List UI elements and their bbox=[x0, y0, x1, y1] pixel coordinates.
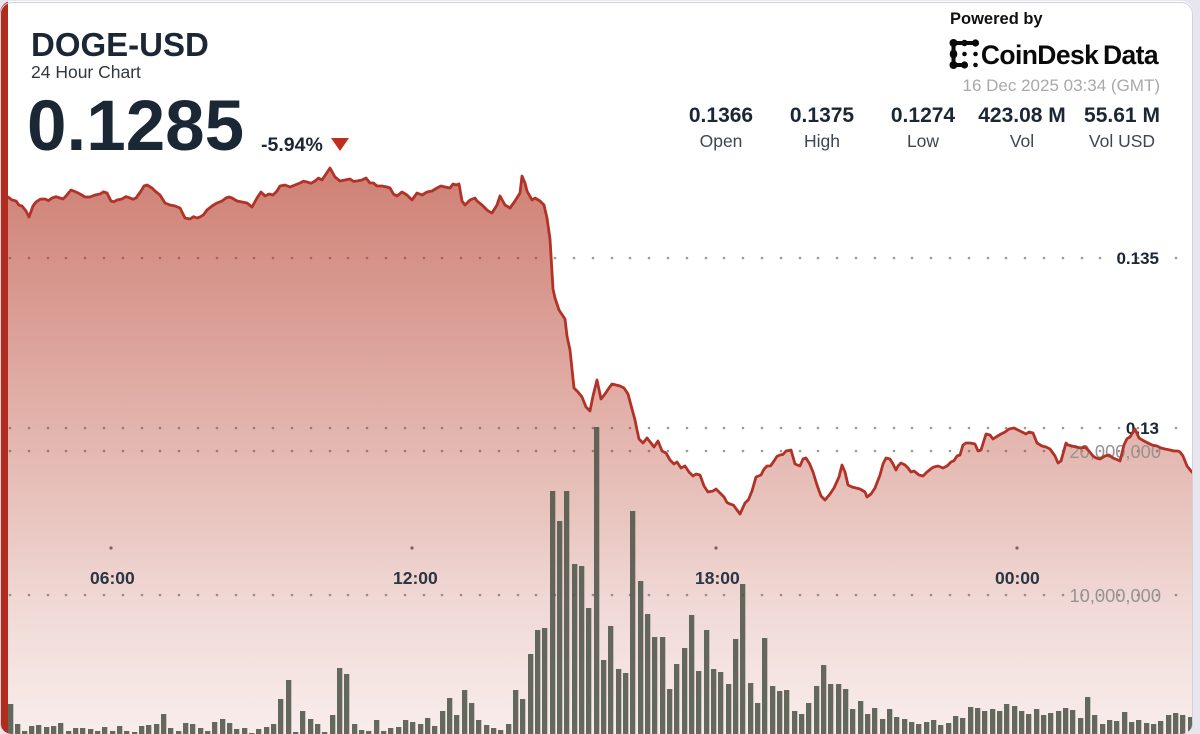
svg-text:12:00: 12:00 bbox=[393, 568, 438, 588]
svg-text:06:00: 06:00 bbox=[90, 568, 135, 588]
svg-text:18:00: 18:00 bbox=[695, 568, 740, 588]
svg-text:00:00: 00:00 bbox=[995, 568, 1040, 588]
svg-text:0.135: 0.135 bbox=[1116, 249, 1159, 268]
svg-text:10,000,000: 10,000,000 bbox=[1070, 585, 1162, 606]
svg-text:0.13: 0.13 bbox=[1126, 419, 1159, 438]
